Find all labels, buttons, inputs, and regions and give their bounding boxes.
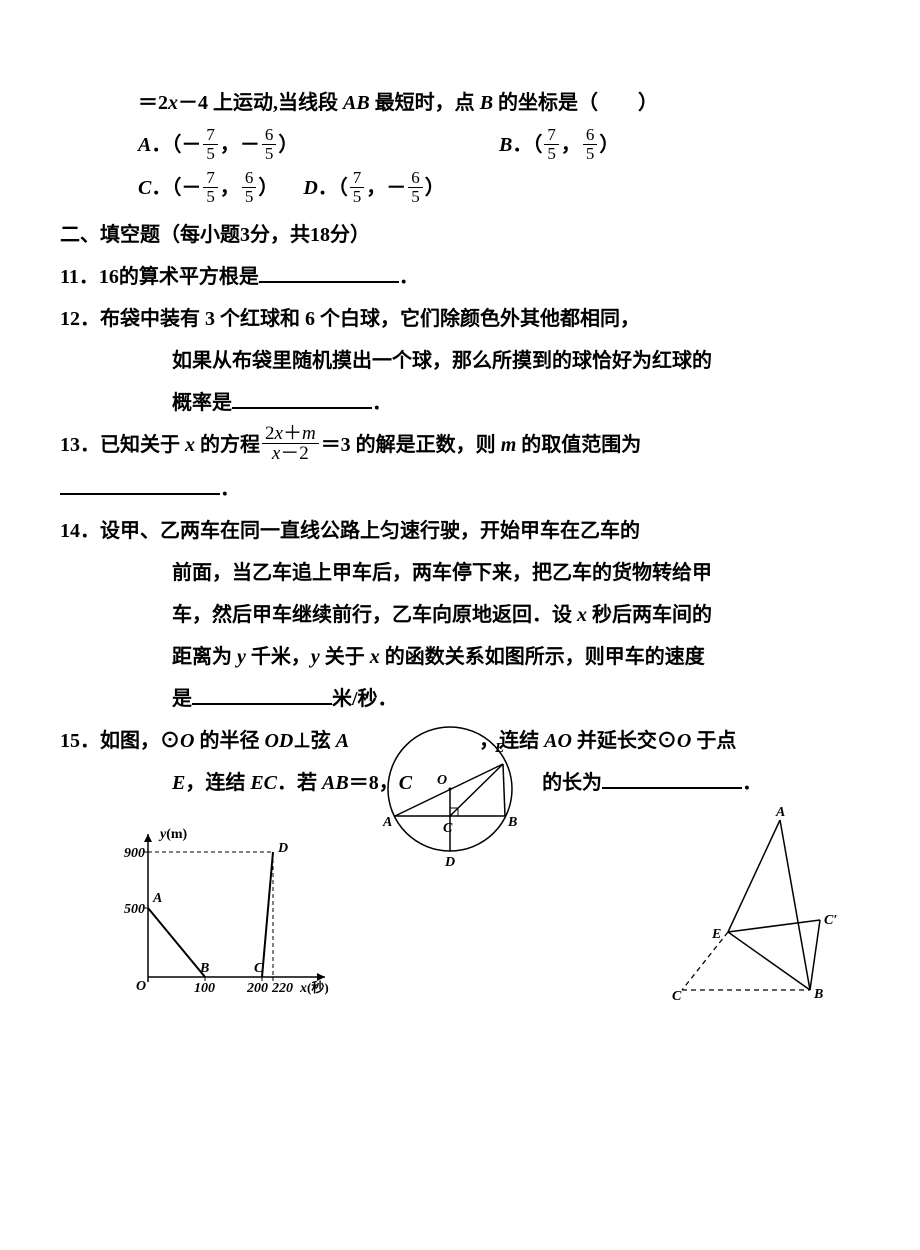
frac-num: 6 (583, 126, 598, 145)
frac-num: 6 (262, 126, 277, 145)
q11-blank[interactable] (259, 263, 399, 283)
label-D: D (444, 855, 455, 870)
tri-A: A (775, 805, 785, 820)
q15-block: 15．如图，⊙O 的半径 OD⊥弦 A，连结 AO 并延长交⊙O 于点 E，连结… (60, 722, 860, 802)
q12-l3: 概率是 ． (60, 384, 860, 422)
pt-A: A (152, 891, 162, 906)
tri-B: B (813, 987, 823, 1002)
q13-blank-line: ． (60, 470, 860, 508)
q10-option-c[interactable]: C．（－75，65） (138, 177, 283, 199)
q10-option-a[interactable]: A．（－75，－65） (138, 126, 499, 165)
frac-num: 7 (350, 169, 365, 188)
q14-blank[interactable] (192, 685, 332, 705)
xlabel: x(秒) (299, 980, 329, 996)
q13: 13．已知关于 x 的方程2x＋mx－2＝3 的解是正数，则 m 的取值范围为 (60, 426, 860, 467)
q14-l2: 前面，当乙车追上甲车后，两车停下来，把乙车的货物转给甲 (60, 554, 860, 592)
label-O: O (437, 773, 447, 788)
q11: 11．16的算术平方根是 ． (60, 258, 860, 296)
frac-den: 5 (203, 145, 218, 163)
q13-blank[interactable] (60, 475, 220, 495)
frac-num: 6 (242, 169, 257, 188)
tri-E: E (711, 927, 721, 942)
tri-Cprime: C′ (824, 913, 837, 928)
label-A: A (382, 815, 392, 830)
y900: 900 (124, 846, 145, 861)
frac-num: 6 (408, 169, 423, 188)
q12-l2: 如果从布袋里随机摸出一个球，那么所摸到的球恰好为红球的 (60, 342, 860, 380)
q10-options-row1: A．（－75，－65） B．（75，65） (60, 126, 860, 165)
pt-B: B (199, 961, 209, 976)
x200: 200 (246, 981, 268, 996)
label-C: C (443, 821, 453, 836)
q12-l3-text: 概率是 (172, 392, 232, 414)
x100: 100 (194, 981, 215, 996)
q11-text: 11．16的算术平方根是 (60, 266, 259, 288)
q14-l3: 车，然后甲车继续前行，乙车向原地返回．设 x 秒后两车间的 (60, 596, 860, 634)
figure-graph: y(m) 900 500 A B C D O 100 200 220 x(秒) (120, 822, 340, 1002)
q13-tail: ． (220, 478, 240, 500)
q14-l5-text: 是 (172, 688, 192, 710)
frac-den: 5 (544, 145, 559, 163)
frac-den: 5 (242, 188, 257, 206)
figure-triangle: A B C′ E C (670, 812, 840, 1002)
q11-tail: ． (399, 266, 419, 288)
frac-num: 7 (544, 126, 559, 145)
frac-num: 7 (203, 169, 218, 188)
pt-C: C (254, 961, 264, 976)
q14-l1: 14．设甲、乙两车在同一直线公路上匀速行驶，开始甲车在乙车的 (60, 512, 860, 550)
q12-l1: 12．布袋中装有 3 个红球和 6 个白球，它们除颜色外其他都相同， (60, 300, 860, 338)
label-B: B (507, 815, 517, 830)
q13-pre: 13．已知关于 x 的方程 (60, 434, 260, 456)
q10-option-b[interactable]: B．（75，65） (499, 126, 860, 165)
label-E: E (494, 741, 504, 756)
figure-circle: A B C D E O (365, 704, 535, 874)
q12-blank[interactable] (232, 389, 372, 409)
q13-mid: ＝3 的解是正数，则 m 的取值范围为 (321, 434, 642, 456)
tri-C: C (672, 989, 682, 1004)
y500: 500 (124, 902, 145, 917)
x220: 220 (271, 981, 293, 996)
frac-den: 5 (262, 145, 277, 163)
pt-O: O (136, 979, 146, 994)
frac-num: 7 (203, 126, 218, 145)
frac-den: 5 (350, 188, 365, 206)
q12-tail: ． (372, 392, 392, 414)
q10-option-d[interactable]: D．（75，－65） (303, 177, 444, 199)
frac-den: 5 (583, 145, 598, 163)
q10-stem: ＝2x－4 上运动,当线段 AB 最短时，点 B 的坐标是（ ） (60, 84, 860, 122)
frac-den: 5 (203, 188, 218, 206)
q15-blank[interactable] (602, 769, 742, 789)
q14-l4: 距离为 y 千米，y 关于 x 的函数关系如图所示，则甲车的速度 (60, 638, 860, 676)
q10-options-row2: C．（－75，65） D．（75，－65） (60, 169, 860, 208)
section-2-header: 二、填空题（每小题3分，共18分） (60, 216, 860, 254)
frac-den: 5 (408, 188, 423, 206)
pt-D: D (277, 841, 288, 856)
q15-tail: ． (742, 772, 762, 794)
ylabel: y(m) (158, 827, 188, 842)
